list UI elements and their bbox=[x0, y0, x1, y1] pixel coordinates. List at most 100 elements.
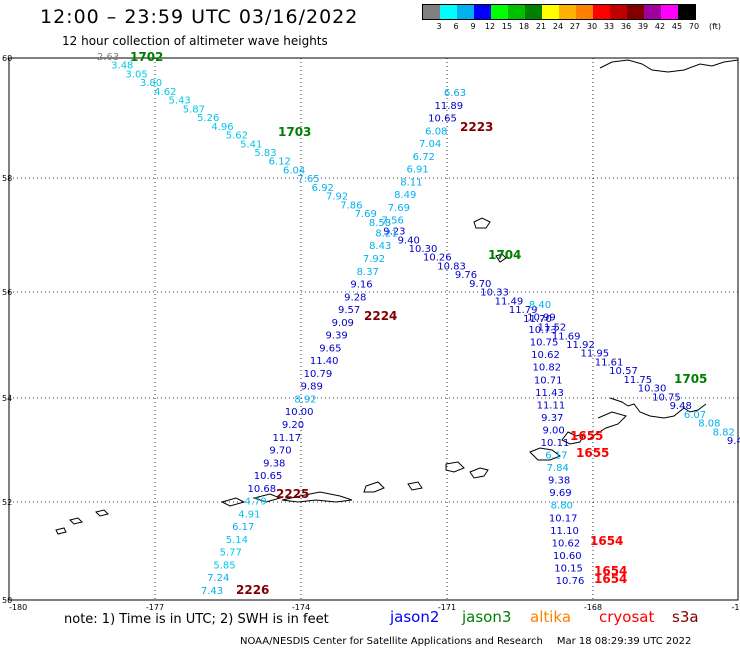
coastline-segment bbox=[281, 491, 353, 503]
wave-height-value: 5.62 bbox=[226, 131, 248, 142]
pass-time-label: 2226 bbox=[236, 583, 269, 597]
wave-height-value: 10.79 bbox=[304, 369, 333, 380]
map-grid bbox=[9, 58, 738, 600]
wave-height-value: 9.70 bbox=[469, 279, 491, 290]
legend-label: 33 bbox=[603, 22, 615, 31]
satellite-label-s3a: s3a bbox=[672, 608, 699, 626]
wave-height-value: 10.75 bbox=[530, 338, 559, 349]
wave-height-value: 9.28 bbox=[344, 292, 366, 303]
pass-time-label: 1704 bbox=[488, 248, 521, 262]
wave-height-value: 7.92 bbox=[363, 254, 385, 265]
legend-swatch bbox=[610, 5, 627, 19]
satellite-label-altika: altika bbox=[530, 608, 572, 626]
legend-label: 15 bbox=[501, 22, 513, 31]
wave-height-value: 11.70 bbox=[523, 314, 552, 325]
coastline-segment bbox=[469, 467, 489, 479]
legend-label: 42 bbox=[654, 22, 666, 31]
wave-height-value: 9.48 bbox=[670, 401, 692, 412]
wave-height-value: 10.83 bbox=[437, 262, 466, 273]
wave-height-value: 9.20 bbox=[282, 420, 304, 431]
wave-height-value: 3.48 bbox=[111, 61, 133, 72]
wave-height-value: 6.04 bbox=[283, 166, 305, 177]
legend-label: 21 bbox=[535, 22, 547, 31]
wave-height-value: 11.79 bbox=[509, 305, 538, 316]
legend-swatch bbox=[542, 5, 559, 19]
coastline bbox=[55, 59, 739, 535]
latitude-labels: 60 58 56 54 52 50 bbox=[2, 54, 12, 605]
legend-label: 39 bbox=[637, 22, 649, 31]
wave-height-value: 8.08 bbox=[698, 419, 720, 430]
wave-height-legend: 3 6 9 12 15 18 21 24 27 30 33 36 39 42 45 70 (ft) bbox=[422, 4, 721, 34]
legend-swatch bbox=[457, 5, 474, 19]
legend-swatch bbox=[423, 5, 440, 19]
wave-height-value: 6.07 bbox=[684, 410, 706, 421]
lat-label: 58 bbox=[2, 174, 12, 183]
wave-height-value: 10.30 bbox=[409, 244, 438, 255]
wave-height-value: 9.16 bbox=[350, 280, 372, 291]
footer-agency: NOAA/NESDIS Center for Satellite Applica… bbox=[240, 636, 543, 647]
pass-time-label: 1655 bbox=[576, 446, 609, 460]
coastline-segment bbox=[252, 493, 282, 503]
wave-height-value: 10.62 bbox=[552, 538, 581, 549]
wave-height-value: 8.80 bbox=[551, 501, 573, 512]
wave-height-value: 10.62 bbox=[531, 350, 560, 361]
pass-time-label: 1654 bbox=[594, 564, 627, 578]
wave-height-value: 10.26 bbox=[423, 253, 452, 264]
pass-time-label: 2224 bbox=[364, 309, 397, 323]
coastline-segment bbox=[561, 431, 585, 445]
wave-height-value: 5.77 bbox=[220, 548, 242, 559]
coastline-segment bbox=[473, 217, 491, 229]
wave-height-value: 8.40 bbox=[529, 300, 551, 311]
map-frame bbox=[8, 57, 739, 601]
pass-time-label: 2225 bbox=[276, 487, 309, 501]
wave-height-value: 11.69 bbox=[552, 331, 581, 342]
wave-height-value: 11.43 bbox=[535, 388, 564, 399]
legend-color-bar bbox=[422, 4, 696, 20]
legend-swatch bbox=[559, 5, 576, 19]
wave-height-value: 5.41 bbox=[240, 139, 262, 150]
longitude-labels: -180 -177 -174 -171 -168 -16 bbox=[9, 603, 740, 612]
legend-label: (ft) bbox=[708, 22, 722, 31]
wave-height-value: 5.85 bbox=[213, 561, 235, 572]
wave-height-value: 3.80 bbox=[140, 78, 162, 89]
wave-height-value: 7.69 bbox=[388, 203, 410, 214]
wave-height-value: 10.00 bbox=[285, 407, 314, 418]
wave-height-value: 11.95 bbox=[580, 349, 609, 360]
coastline-segment bbox=[363, 481, 385, 493]
legend-label: 30 bbox=[586, 22, 598, 31]
lon-label: -171 bbox=[438, 603, 456, 612]
wave-height-value: 10.76 bbox=[556, 576, 585, 587]
wave-height-value: 9.38 bbox=[263, 458, 285, 469]
coastline-segment bbox=[69, 517, 83, 525]
lon-label: -168 bbox=[584, 603, 602, 612]
wave-height-value: 11.89 bbox=[434, 101, 463, 112]
legend-label: 45 bbox=[671, 22, 683, 31]
wave-height-value: 10.65 bbox=[254, 471, 283, 482]
legend-swatch bbox=[440, 5, 457, 19]
coastline-segment bbox=[407, 481, 423, 491]
wave-height-value: 11.11 bbox=[537, 400, 566, 411]
wave-height-value: 10.99 bbox=[527, 313, 556, 324]
legend-swatch bbox=[678, 5, 695, 19]
wave-height-value: 10.15 bbox=[554, 564, 583, 575]
legend-swatch bbox=[627, 5, 644, 19]
wave-height-value: 6.91 bbox=[406, 165, 428, 176]
legend-label: 36 bbox=[620, 22, 632, 31]
legend-swatch bbox=[593, 5, 610, 19]
satellite-label-jason3: jason3 bbox=[462, 608, 512, 626]
wave-height-value: 4.91 bbox=[238, 509, 260, 520]
satellite-label-cryosat: cryosat bbox=[599, 608, 655, 626]
wave-height-value: 9.00 bbox=[542, 426, 564, 437]
wave-height-value: 9.37 bbox=[541, 413, 563, 424]
pass-time-labels: 1702 1703 1704 1705 2223 2224 2225 2226 1655 1655… bbox=[130, 50, 707, 597]
legend-swatch bbox=[661, 5, 678, 19]
legend-label: 70 bbox=[688, 22, 700, 31]
wave-height-value: 5.87 bbox=[183, 104, 205, 115]
wave-height-value: 10.65 bbox=[428, 114, 457, 125]
wave-height-value: 7.86 bbox=[340, 200, 362, 211]
legend-swatch bbox=[491, 5, 508, 19]
wave-height-value: 11.75 bbox=[623, 375, 652, 386]
pass-time-label: 1705 bbox=[674, 372, 707, 386]
wave-height-value: 6.12 bbox=[269, 157, 291, 168]
